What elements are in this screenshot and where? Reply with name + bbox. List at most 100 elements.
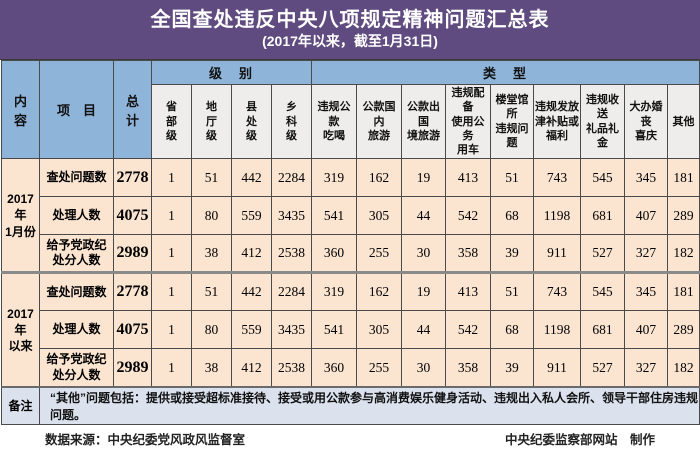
data-cell: 1 — [151, 310, 192, 350]
header-project: 项 目 — [39, 59, 114, 160]
data-cell: 1 — [151, 271, 192, 312]
header-content: 内 容 — [1, 59, 40, 160]
data-cell: 255 — [356, 234, 403, 274]
data-cell: 319 — [311, 271, 358, 312]
total-value: 2989 — [113, 348, 152, 388]
header-level-township: 乡 科 级 — [270, 83, 313, 160]
title-band: 全国查处违反中央八项规定精神问题汇总表 (2017年以来，截至1月31日) — [0, 0, 700, 60]
data-cell: 182 — [667, 234, 700, 274]
data-cell: 358 — [445, 234, 492, 274]
data-cell: 2284 — [270, 158, 313, 198]
header-sub-row: 省 部 级 地 厅 级 县 处 级 乡 科 级 违规公款 吃喝 公款国内 旅游 … — [2, 83, 700, 160]
data-cell: 407 — [624, 196, 669, 236]
data-cell: 541 — [311, 310, 358, 350]
page-subtitle: (2017年以来，截至1月31日) — [262, 33, 438, 50]
total-value: 2778 — [113, 271, 152, 312]
data-cell: 38 — [191, 348, 232, 388]
row-label: 处理人数 — [39, 310, 114, 350]
note-label: 备注 — [1, 385, 40, 425]
footer-bar: 数据来源：中央纪委党风政风监督室 中央纪委监察部网站 制作 — [0, 424, 700, 457]
data-cell: 162 — [356, 271, 403, 312]
data-cell: 360 — [311, 234, 358, 274]
data-cell: 413 — [445, 271, 492, 312]
data-cell: 412 — [231, 234, 272, 274]
note-row-body: 备注 “其他”问题包括：提供或接受超标准接待、接受或用公款参与高消费娱乐健身活动… — [1, 385, 700, 425]
row-label: 查处问题数 — [39, 271, 114, 312]
data-cell: 305 — [356, 310, 403, 350]
data-cell: 545 — [580, 158, 626, 198]
data-cell: 289 — [667, 310, 700, 350]
header-type-other: 其他 — [667, 83, 700, 160]
data-cell: 39 — [490, 348, 535, 388]
table-row: 给予党政纪 处分人数 2989 1 38 412 2538 360 255 30 358 39 911… — [2, 348, 700, 388]
data-cell: 162 — [356, 158, 403, 198]
header-type-group: 类 型 — [311, 60, 700, 85]
data-cell: 39 — [490, 234, 535, 274]
table-row: 2017年 1月份 查处问题数 2778 1 51 442 2284 319 162 19 413 5… — [1, 158, 700, 274]
data-cell: 2284 — [270, 271, 313, 312]
data-cell: 44 — [401, 310, 447, 350]
page-title: 全国查处违反中央八项规定精神问题汇总表 — [150, 9, 550, 32]
data-cell: 559 — [231, 310, 272, 350]
data-cell: 319 — [311, 158, 358, 198]
data-cell: 358 — [445, 348, 492, 388]
data-cell: 681 — [580, 196, 626, 236]
credit-text: 中央纪委监察部网站 制作 — [504, 433, 655, 448]
data-cell: 68 — [490, 196, 535, 236]
row-label: 处理人数 — [39, 196, 114, 236]
data-cell: 19 — [401, 271, 447, 312]
header-type-overseas-travel: 公款出国 境旅游 — [401, 83, 447, 160]
data-cell: 413 — [445, 158, 492, 198]
header-type-buildings: 楼堂馆所 违规问题 — [490, 83, 535, 160]
data-cell: 1 — [151, 234, 192, 274]
data-cell: 541 — [311, 196, 358, 236]
header-level-prefecture: 地 厅 级 — [191, 83, 232, 160]
data-cell: 345 — [624, 158, 669, 198]
data-cell: 911 — [533, 348, 582, 388]
data-cell: 327 — [624, 234, 669, 274]
data-cell: 360 — [311, 348, 358, 388]
data-cell: 407 — [624, 310, 669, 350]
data-cell: 44 — [401, 196, 447, 236]
data-source-text: 数据来源：中央纪委党风政风监督室 — [45, 433, 246, 448]
header-type-official-cars: 违规配备 使用公务 用车 — [445, 83, 492, 160]
data-cell: 442 — [231, 158, 272, 198]
data-cell: 181 — [667, 271, 700, 312]
data-cell: 542 — [445, 196, 492, 236]
data-cell: 80 — [191, 310, 232, 350]
data-cell: 3435 — [270, 310, 313, 350]
data-cell: 527 — [580, 348, 626, 388]
data-cell: 30 — [401, 348, 447, 388]
header-total: 总 计 — [113, 59, 152, 160]
header-level-group: 级 别 — [150, 60, 313, 85]
data-cell: 327 — [624, 348, 669, 388]
section-label: 2017年 1月份 — [1, 158, 40, 274]
table-row: 2017年 以来 查处问题数 2778 1 51 442 2284 319 162 19 413 51… — [1, 271, 700, 388]
table-header: 内 容 项 目 总 计 级 别 类 型 省 部 级 地 厅 级 县 处 级 乡 … — [1, 59, 700, 160]
header-type-allowances: 违规发放 津补贴或 福利 — [533, 83, 582, 160]
table-row: 给予党政纪 处分人数 2989 1 38 412 2538 360 255 30 358 39 911… — [2, 234, 700, 274]
data-cell: 1198 — [533, 196, 582, 236]
data-cell: 545 — [580, 271, 626, 312]
data-cell: 1 — [151, 196, 192, 236]
total-value: 4075 — [113, 196, 152, 236]
data-cell: 1 — [151, 348, 192, 388]
data-cell: 19 — [401, 158, 447, 198]
header-type-gifts: 违规收送 礼品礼金 — [580, 83, 626, 160]
data-cell: 1 — [151, 158, 192, 198]
data-cell: 527 — [580, 234, 626, 274]
total-value: 2778 — [113, 158, 152, 198]
data-cell: 289 — [667, 196, 700, 236]
header-type-domestic-travel: 公款国内 旅游 — [356, 83, 403, 160]
data-cell: 412 — [231, 348, 272, 388]
data-cell: 743 — [533, 158, 582, 198]
note-row: 备注 “其他”问题包括：提供或接受超标准接待、接受或用公款参与高消费娱乐健身活动… — [1, 385, 700, 425]
data-cell: 345 — [624, 271, 669, 312]
data-cell: 911 — [533, 234, 582, 274]
header-level-county: 县 处 级 — [231, 83, 272, 160]
total-value: 2989 — [113, 234, 152, 274]
header-type-ceremonies: 大办婚丧 喜庆 — [624, 83, 669, 160]
row-label: 给予党政纪 处分人数 — [39, 234, 114, 274]
data-cell: 51 — [490, 271, 535, 312]
